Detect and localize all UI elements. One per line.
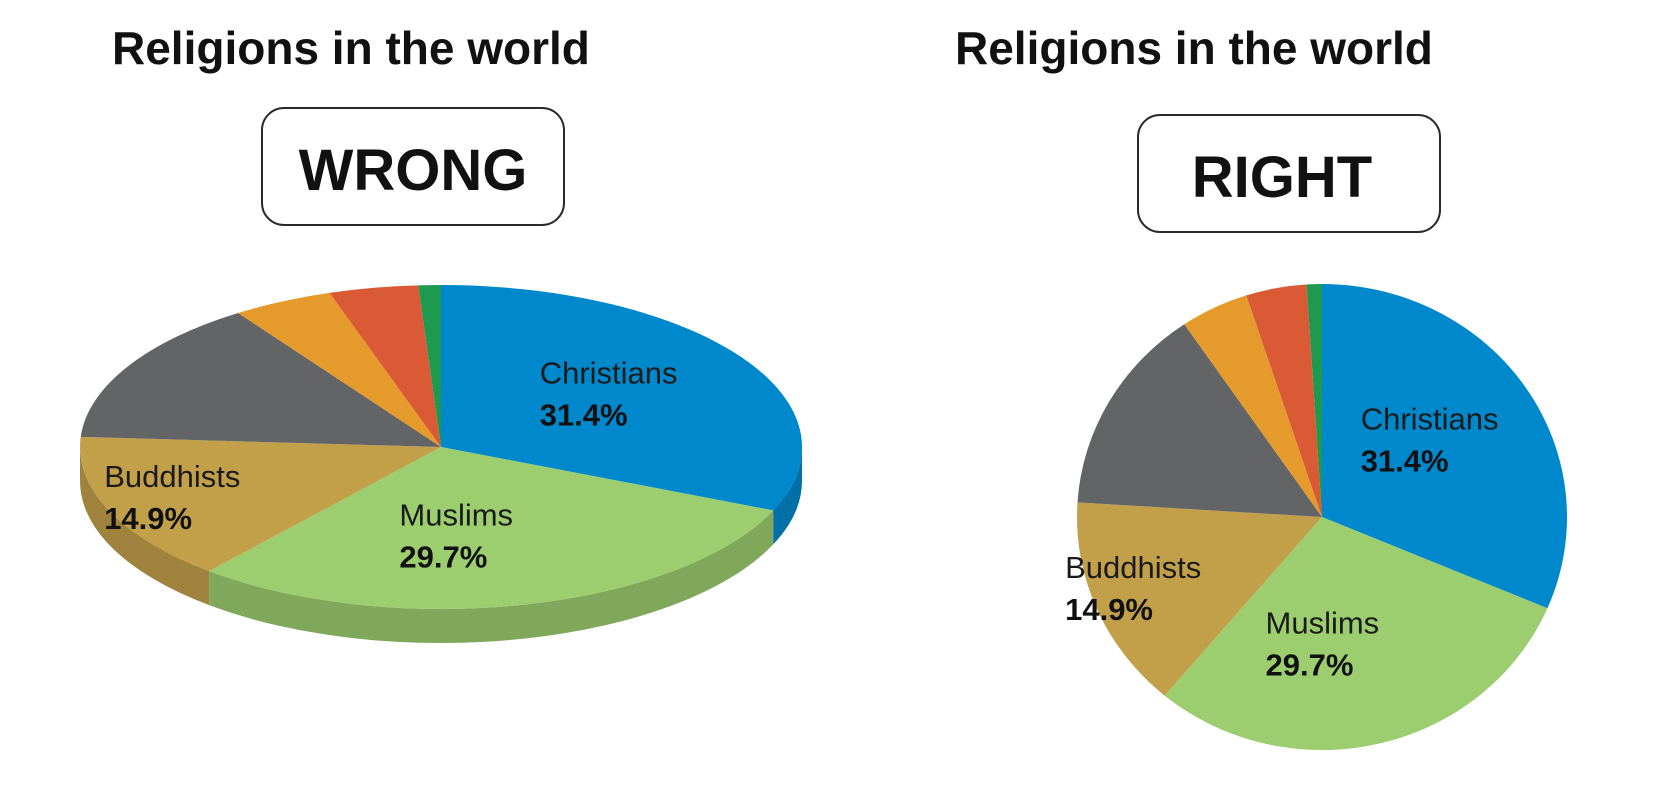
label-buddhists-value: 14.9% xyxy=(104,501,192,536)
right-pie-labels: Christians 31.4% Muslims 29.7% Buddhists 14.9… xyxy=(1065,401,1498,682)
left-pie-sides xyxy=(80,447,802,643)
side-buddhists xyxy=(80,447,210,606)
slice-other-3 xyxy=(80,313,442,447)
left-chart-title: Religions in the world xyxy=(112,22,590,74)
right-chart-title: Religions in the world xyxy=(955,22,1433,74)
slice-other-6 xyxy=(1306,284,1322,517)
slice-other-6 xyxy=(418,285,441,447)
left-pie-labels: Christians 31.4% Muslims 29.7% Buddhists 14.9… xyxy=(104,356,677,575)
label-christians-value: 31.4% xyxy=(540,398,628,433)
slice-other-4 xyxy=(238,292,441,447)
label-christians-value: 31.4% xyxy=(1361,443,1449,478)
slice-other-5 xyxy=(1246,284,1322,517)
left-pie-top xyxy=(79,285,802,609)
label-buddhists-value: 14.9% xyxy=(1065,592,1153,627)
label-muslims-name: Muslims xyxy=(399,498,513,533)
right-badge-label: RIGHT xyxy=(1192,145,1372,210)
slice-other-4 xyxy=(1184,295,1322,517)
slice-muslims xyxy=(1164,517,1548,750)
label-buddhists-name: Buddhists xyxy=(104,459,240,494)
slice-christians xyxy=(1322,284,1568,609)
label-christians-name: Christians xyxy=(1361,401,1499,436)
label-christians-name: Christians xyxy=(540,356,678,391)
slice-muslims xyxy=(209,447,774,609)
slice-buddhists xyxy=(79,436,442,572)
label-buddhists-name: Buddhists xyxy=(1065,550,1201,585)
right-badge-box xyxy=(1137,114,1441,233)
left-badge-label: WRONG xyxy=(299,138,528,203)
label-muslims-value: 29.7% xyxy=(399,540,487,575)
slice-buddhists xyxy=(1076,502,1322,696)
side-christians xyxy=(773,447,802,545)
label-muslims-name: Muslims xyxy=(1266,606,1380,641)
label-muslims-value: 29.7% xyxy=(1266,648,1354,683)
left-badge-box xyxy=(261,107,565,226)
side-muslims xyxy=(209,510,774,643)
slice-other-5 xyxy=(329,285,441,447)
right-pie xyxy=(1076,284,1568,750)
slice-christians xyxy=(441,285,802,511)
right-chart: Religions in the world RIGHT Christians 3… xyxy=(955,22,1568,750)
left-chart: Religions in the world WRONG Christians 3… xyxy=(79,22,802,643)
slice-other-3 xyxy=(1077,324,1322,517)
